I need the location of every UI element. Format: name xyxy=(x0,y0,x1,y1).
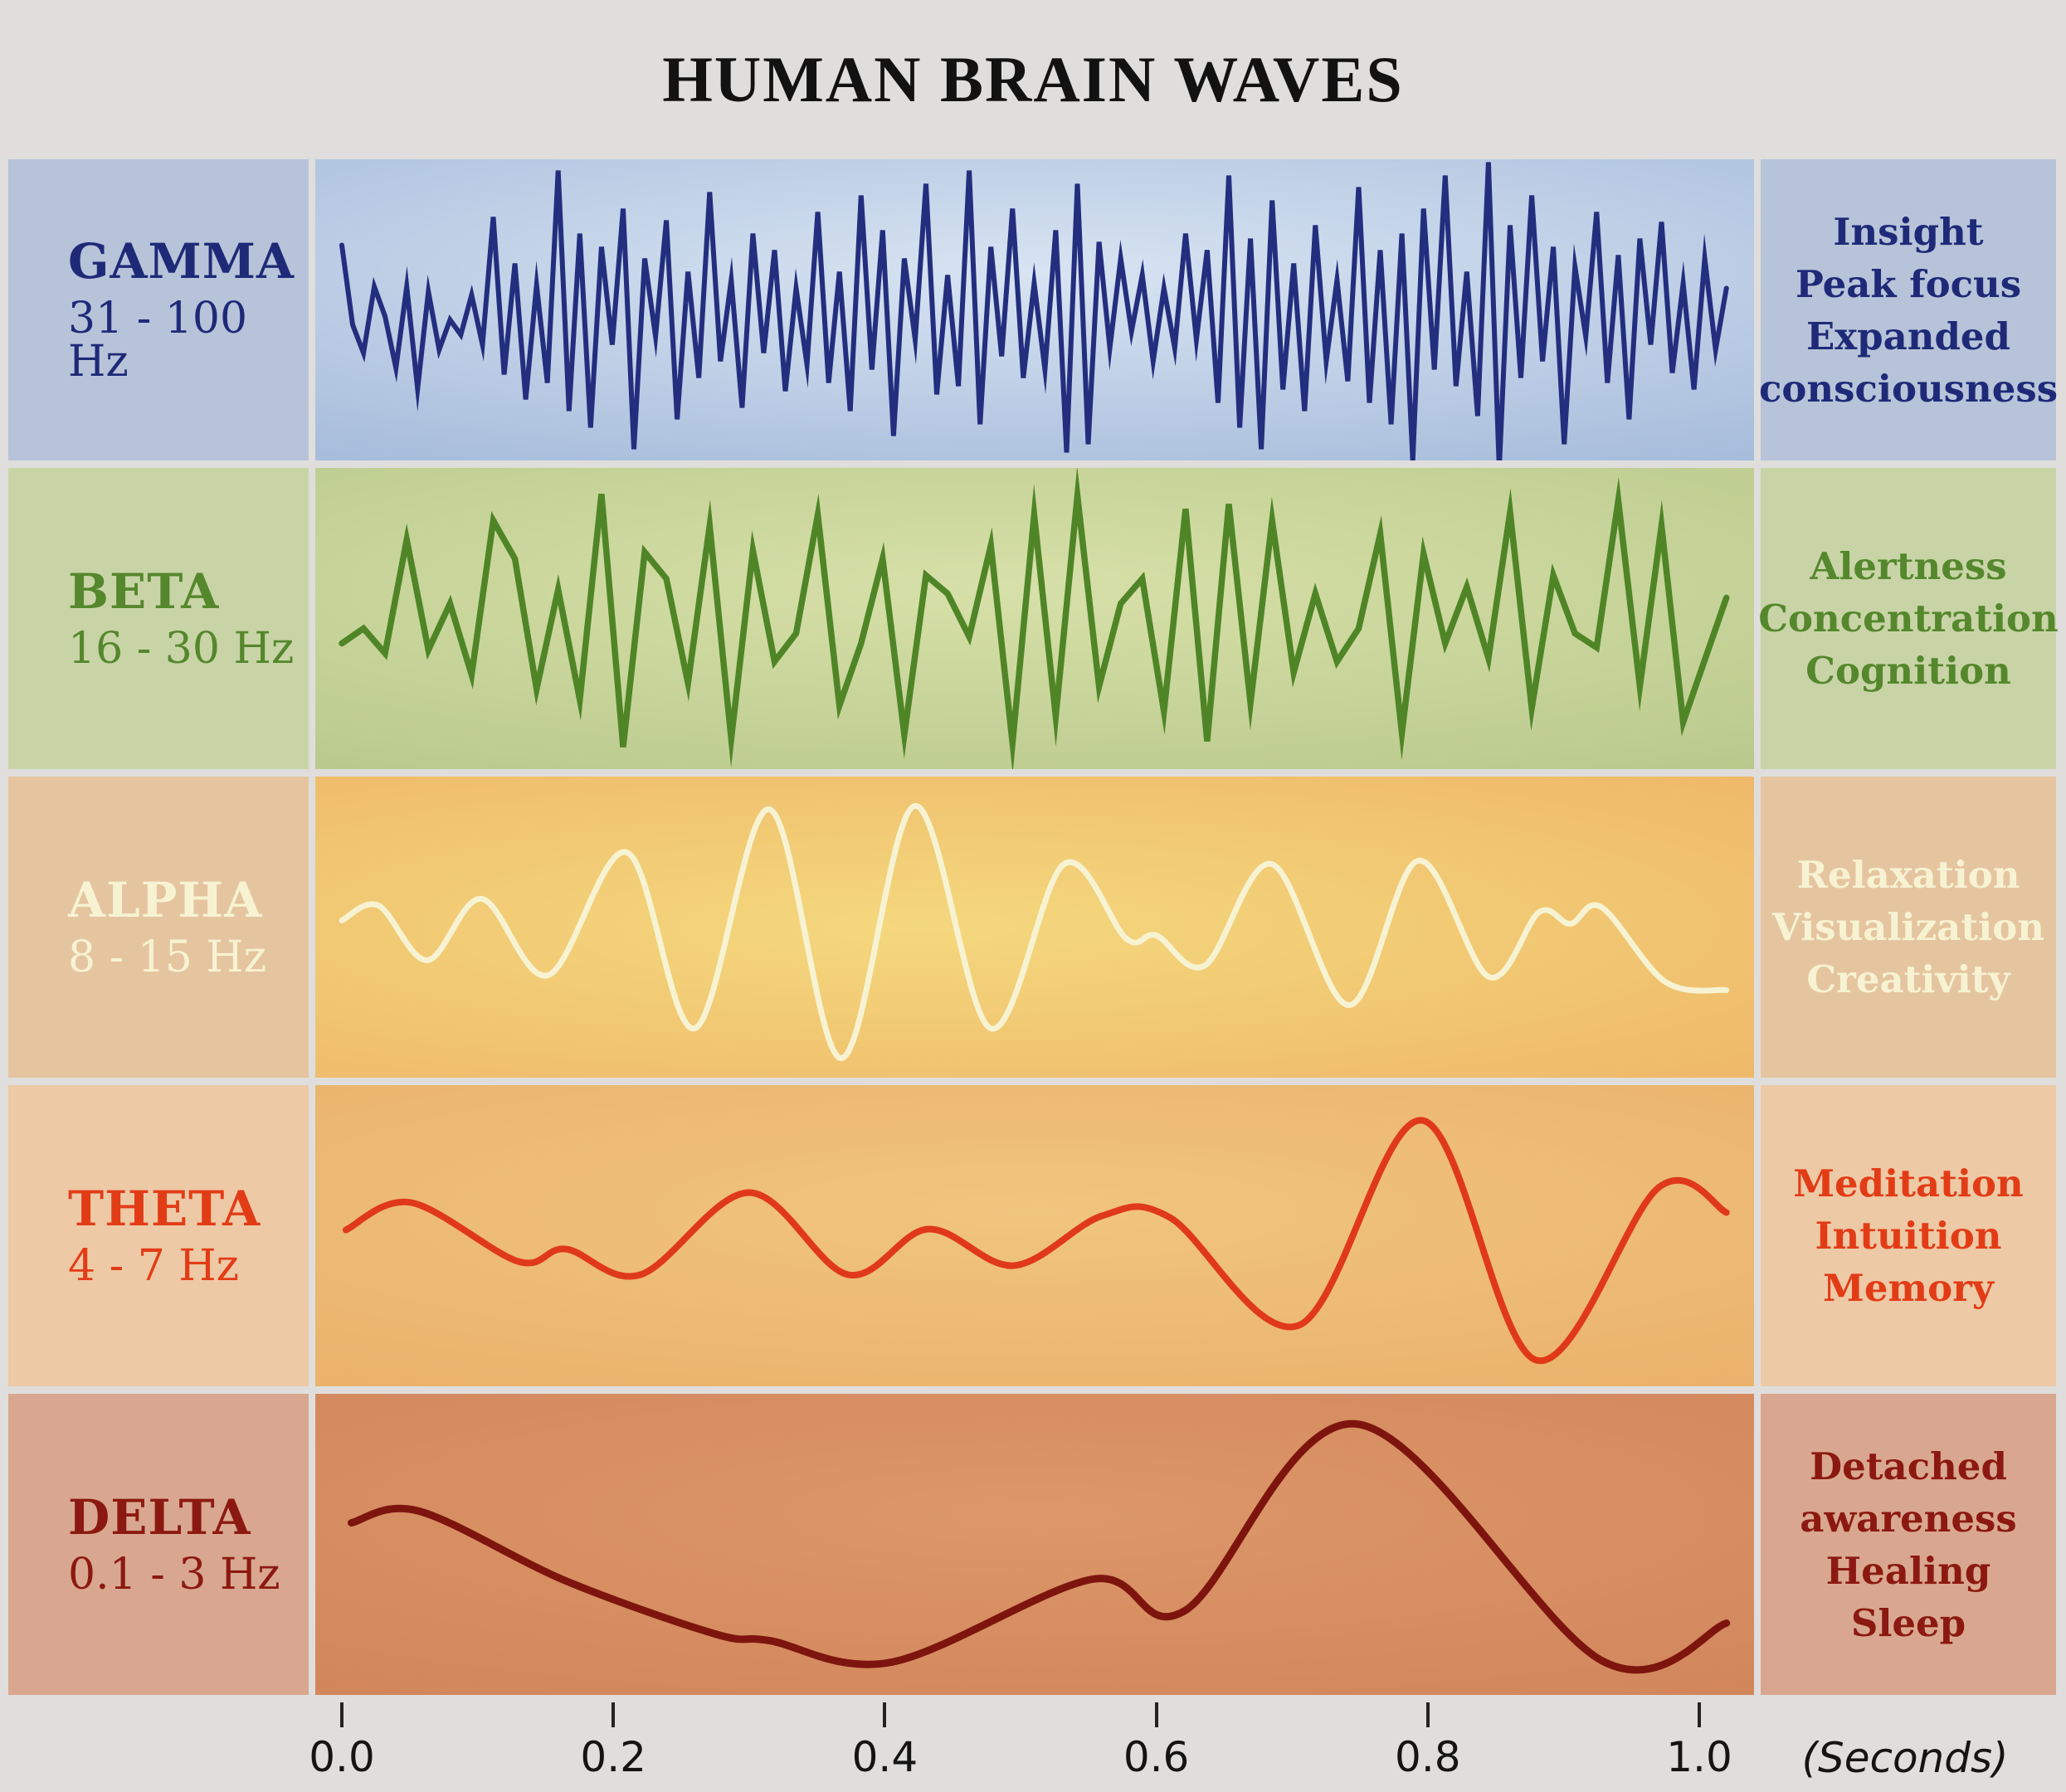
axis-tick-label: 0.4 xyxy=(851,1733,918,1781)
axis-tick-label: 0.2 xyxy=(580,1733,646,1781)
axis-tick xyxy=(883,1702,887,1727)
gamma-name: GAMMA xyxy=(68,232,295,290)
axis-tick xyxy=(1698,1702,1701,1727)
beta-waveform xyxy=(339,468,1730,769)
gamma-trait: Peak focus xyxy=(1795,261,2022,306)
theta-trait: Memory xyxy=(1823,1266,1994,1310)
gamma-trait: Expanded xyxy=(1805,314,2011,358)
alpha-traits-cell: Relaxation Visualization Creativity xyxy=(1761,777,2056,1078)
axis-tick xyxy=(1154,1702,1158,1727)
beta-trait: Alertness xyxy=(1810,544,2007,588)
axis-tick-label: 1.0 xyxy=(1666,1733,1732,1781)
delta-name: DELTA xyxy=(68,1488,251,1546)
theta-range: 4 - 7 Hz xyxy=(68,1240,240,1291)
axis-tick-label: 0.6 xyxy=(1123,1733,1190,1781)
theta-waveform xyxy=(342,1117,1730,1364)
axis-tick-label: 0.8 xyxy=(1395,1733,1461,1781)
theta-wave-panel xyxy=(315,1085,1754,1386)
alpha-trait: Visualization xyxy=(1772,905,2044,949)
beta-traits-cell: Alertness Concentration Cognition xyxy=(1758,468,2059,769)
theta-trait: Intuition xyxy=(1815,1214,2002,1258)
gamma-label-cell: GAMMA 31 - 100 Hz xyxy=(8,159,309,460)
delta-trait: awareness xyxy=(1800,1496,2017,1541)
axis-unit-label: (Seconds) xyxy=(1801,1734,2009,1782)
beta-trait: Cognition xyxy=(1805,649,2011,693)
time-axis: 0.0 0.2 0.4 0.6 0.8 1.0 xyxy=(309,1698,1754,1792)
alpha-range: 8 - 15 Hz xyxy=(68,932,267,982)
delta-wave-panel xyxy=(315,1394,1754,1695)
alpha-trait: Creativity xyxy=(1806,957,2010,1001)
delta-trait: Healing xyxy=(1825,1548,1991,1593)
alpha-label-cell: ALPHA 8 - 15 Hz xyxy=(8,777,309,1078)
delta-trait: Sleep xyxy=(1850,1600,1966,1645)
page-title: HUMAN BRAIN WAVES xyxy=(662,43,1404,115)
beta-range: 16 - 30 Hz xyxy=(68,623,295,674)
delta-label-cell: DELTA 0.1 - 3 Hz xyxy=(8,1394,309,1695)
title-band: HUMAN BRAIN WAVES xyxy=(0,0,2066,159)
gamma-traits-cell: Insight Peak focus Expanded consciousnes… xyxy=(1758,159,2059,460)
delta-trait: Detached xyxy=(1810,1444,2007,1488)
theta-traits-cell: Meditation Intuition Memory xyxy=(1761,1085,2056,1386)
gamma-range: 31 - 100 Hz xyxy=(68,293,248,387)
alpha-name: ALPHA xyxy=(68,871,263,928)
brainwave-table: GAMMA 31 - 100 Hz Insight Peak focus Exp… xyxy=(8,159,2059,1695)
beta-wave-panel xyxy=(315,468,1754,769)
theta-name: THETA xyxy=(68,1180,261,1237)
axis-tick xyxy=(340,1702,344,1727)
gamma-waveform xyxy=(339,162,1729,460)
axis-tick-label: 0.0 xyxy=(309,1733,375,1781)
theta-label-cell: THETA 4 - 7 Hz xyxy=(8,1085,309,1386)
delta-waveform xyxy=(348,1419,1731,1674)
alpha-wave-panel xyxy=(315,777,1754,1078)
theta-trait: Meditation xyxy=(1793,1161,2024,1205)
delta-traits-cell: Detached awareness Healing Sleep xyxy=(1761,1394,2056,1695)
alpha-waveform xyxy=(339,803,1730,1062)
axis-tick xyxy=(1425,1702,1430,1727)
axis-tick xyxy=(612,1702,616,1727)
gamma-trait: Insight xyxy=(1833,209,1984,254)
gamma-trait: consciousness xyxy=(1758,366,2059,411)
alpha-trait: Relaxation xyxy=(1796,853,2020,897)
beta-name: BETA xyxy=(68,562,220,620)
beta-label-cell: BETA 16 - 30 Hz xyxy=(8,468,309,769)
gamma-wave-panel xyxy=(315,159,1754,460)
delta-range: 0.1 - 3 Hz xyxy=(68,1549,280,1600)
beta-trait: Concentration xyxy=(1758,597,2059,640)
